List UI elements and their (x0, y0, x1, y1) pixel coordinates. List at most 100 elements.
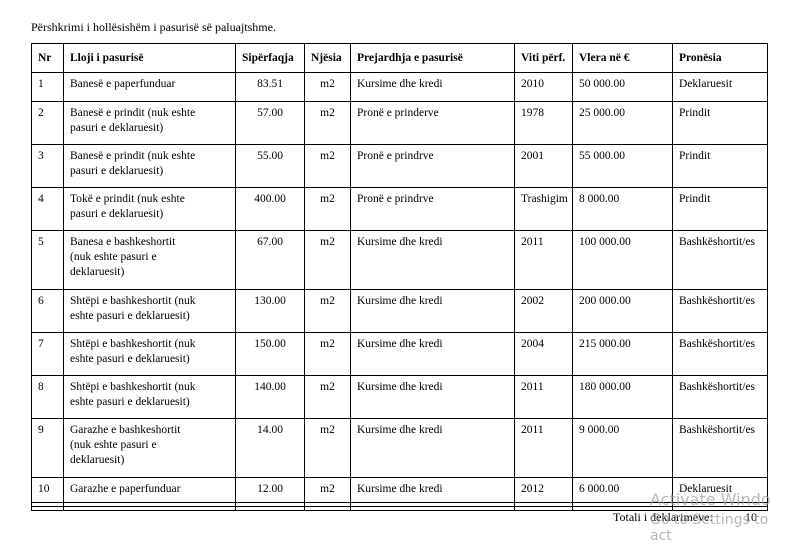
table-cell: Banesë e prindit (nuk eshte pasuri e dekl… (63, 101, 236, 145)
table-cell: Pronë e prindrve (350, 187, 515, 231)
table-cell: Bashkëshortit/es (672, 375, 768, 419)
cell-line: (nuk eshte pasuri e (70, 251, 157, 263)
table-row: 1 Banesë e paperfunduar 83.51 m2 Kursime dhe… (31, 72, 768, 102)
table-cell: 5 (31, 230, 64, 290)
table-cell: 83.51 (235, 72, 305, 102)
table-row: 9 Garazhe e bashkeshortit (nuk eshte pasur… (31, 418, 768, 478)
cell-line: Banesë e prindit (nuk eshte (70, 107, 196, 119)
table-cell: 55 000.00 (572, 144, 673, 188)
table-cell: 4 (31, 187, 64, 231)
table-cell: m2 (304, 332, 351, 376)
table-cell: m2 (304, 101, 351, 145)
table-cell: 150.00 (235, 332, 305, 376)
total-label: Totali i deklarimeve: (613, 510, 713, 524)
table-cell: m2 (304, 187, 351, 231)
watermark: Go to Settings to act (650, 512, 769, 544)
table-cell: Banesa e bashkeshortit (nuk eshte pasuri … (63, 230, 236, 290)
table-cell: Tokë e prindit (nuk eshte pasuri e deklar… (63, 187, 236, 231)
table-body: 1 Banesë e paperfunduar 83.51 m2 Kursime dhe… (31, 72, 768, 511)
table-cell: 2 (31, 101, 64, 145)
table-cell: 200 000.00 (572, 289, 673, 333)
cell-line: eshte pasuri e deklaruesit) (70, 396, 190, 408)
table-row: 7 Shtëpi e bashkeshortit (nuk eshte pasuri… (31, 332, 768, 376)
table-cell: Kursime dhe kredi (350, 375, 515, 419)
table-cell: 1 (31, 72, 64, 102)
header-cell: Vlera në € (572, 43, 673, 73)
table-cell: 130.00 (235, 289, 305, 333)
table-cell: 55.00 (235, 144, 305, 188)
table-cell: 6 (31, 289, 64, 333)
table-cell: 215 000.00 (572, 332, 673, 376)
cell-line: pasuri e deklaruesit) (70, 122, 164, 134)
cell-line: Garazhe e paperfunduar (70, 483, 181, 495)
table-cell: 8 (31, 375, 64, 419)
watermark: Activate Windo (650, 490, 771, 509)
table-cell: Garazhe e bashkeshortit (nuk eshte pasuri… (63, 418, 236, 478)
table-cell: Bashkëshortit/es (672, 289, 768, 333)
table-cell: Shtëpi e bashkeshortit (nuk eshte pasuri … (63, 332, 236, 376)
table-cell: 14.00 (235, 418, 305, 478)
table-cell: 400.00 (235, 187, 305, 231)
header-cell: Njësia (304, 43, 351, 73)
table-cell: Pronë e prindrve (350, 144, 515, 188)
table-cell: Bashkëshortit/es (672, 230, 768, 290)
table-cell: 180 000.00 (572, 375, 673, 419)
cell-line: Shtëpi e bashkeshortit (nuk (70, 338, 196, 350)
table-cell: 50 000.00 (572, 72, 673, 102)
table-cell: 100 000.00 (572, 230, 673, 290)
table-cell: 2004 (514, 332, 573, 376)
header-cell: Prejardhja e pasurisë (350, 43, 515, 73)
table-cell: 10 (31, 477, 64, 511)
table-cell: 2011 (514, 418, 573, 478)
cell-line: Tokë e prindit (nuk eshte (70, 193, 185, 205)
table-cell: Banesë e paperfunduar (63, 72, 236, 102)
table-row: 2 Banesë e prindit (nuk eshte pasuri e dek… (31, 101, 768, 145)
table-cell: Kursime dhe kredi (350, 332, 515, 376)
table-cell: Prindit (672, 187, 768, 231)
table-cell: m2 (304, 289, 351, 333)
table-cell: 57.00 (235, 101, 305, 145)
table-cell: 67.00 (235, 230, 305, 290)
table-cell: 2001 (514, 144, 573, 188)
cell-line: Shtëpi e bashkeshortit (nuk (70, 295, 196, 307)
table-cell: Deklaruesit (672, 477, 768, 511)
header-cell: Pronësia (672, 43, 768, 73)
cell-line: pasuri e deklaruesit) (70, 208, 164, 220)
table-cell: Kursime dhe kredi (350, 72, 515, 102)
header-cell: Nr (31, 43, 64, 73)
table-cell: 9 000.00 (572, 418, 673, 478)
cell-line: deklaruesit) (70, 454, 125, 466)
table-row: 4 Tokë e prindit (nuk eshte pasuri e dekla… (31, 187, 768, 231)
table-row: 6 Shtëpi e bashkeshortit (nuk eshte pasuri… (31, 289, 768, 333)
table-cell: Prindit (672, 144, 768, 188)
table-cell: Pronë e prinderve (350, 101, 515, 145)
table-cell: Bashkëshortit/es (672, 418, 768, 478)
table-cell: 2011 (514, 230, 573, 290)
table-cell: 25 000.00 (572, 101, 673, 145)
table-cell: 2012 (514, 477, 573, 511)
table-row: 5 Banesa e bashkeshortit (nuk eshte pasuri… (31, 230, 768, 290)
table-cell: m2 (304, 477, 351, 511)
table-row: 10 Garazhe e paperfunduar 12.00 m2 Kursime d… (31, 477, 768, 511)
header-row: Nr Lloji i pasurisë Sipërfaqja Njësia Prejar… (31, 43, 768, 73)
header-cell: Viti përf. (514, 43, 573, 73)
table-cell: Deklaruesit (672, 72, 768, 102)
header-cell: Sipërfaqja (235, 43, 305, 73)
table-cell: 3 (31, 144, 64, 188)
cell-line: Banesë e prindit (nuk eshte (70, 150, 196, 162)
table-cell: 1978 (514, 101, 573, 145)
table-cell: Kursime dhe kredi (350, 477, 515, 511)
cell-line: pasuri e deklaruesit) (70, 165, 164, 177)
table-cell: m2 (304, 144, 351, 188)
table-cell: 2002 (514, 289, 573, 333)
header-cell: Lloji i pasurisë (63, 43, 236, 73)
table-cell: 7 (31, 332, 64, 376)
cell-line: Garazhe e bashkeshortit (70, 424, 181, 436)
table-cell: Banesë e prindit (nuk eshte pasuri e dekl… (63, 144, 236, 188)
table-cell: Kursime dhe kredi (350, 230, 515, 290)
assets-table: Nr Lloji i pasurisë Sipërfaqja Njësia Prejar… (31, 43, 768, 511)
double-rule (31, 502, 767, 507)
total-value: 10 (745, 510, 757, 524)
table-cell: Bashkëshortit/es (672, 332, 768, 376)
